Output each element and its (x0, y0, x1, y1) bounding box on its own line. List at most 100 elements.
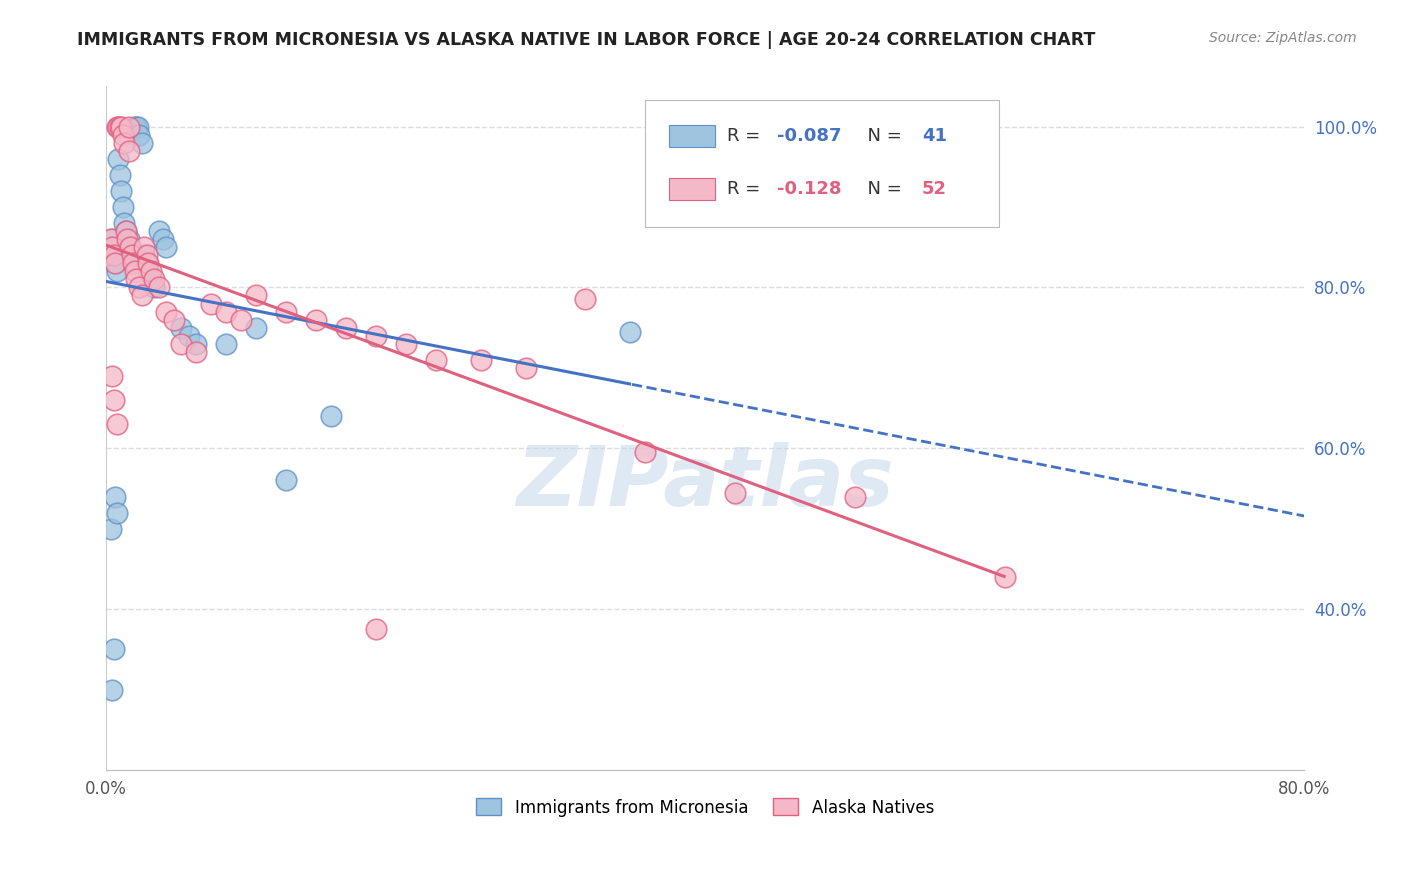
Point (200, 296, 222, 310)
Point (124, 120, 146, 134)
FancyBboxPatch shape (645, 100, 998, 227)
Point (425, 352, 447, 367)
Point (104, 256, 127, 270)
Point (120, 240, 142, 254)
Text: R =: R = (727, 180, 766, 198)
Point (101, 682, 124, 697)
Point (101, 240, 124, 254)
Text: N =: N = (856, 180, 908, 198)
Point (170, 320, 193, 334)
Point (143, 272, 166, 286)
Point (112, 216, 135, 230)
Point (110, 184, 132, 198)
Point (170, 336, 193, 351)
Point (111, 200, 134, 214)
Point (136, 256, 159, 270)
Point (724, 485, 747, 500)
Point (634, 445, 657, 459)
Point (118, 232, 141, 246)
Point (132, 248, 155, 262)
Bar (669, 178, 714, 200)
Point (125, 120, 148, 134)
Point (162, 312, 184, 326)
Text: Source: ZipAtlas.com: Source: ZipAtlas.com (1209, 31, 1357, 45)
Point (101, 368, 124, 383)
Text: ZIPatlas: ZIPatlas (516, 442, 894, 524)
Point (118, 144, 141, 158)
Point (155, 240, 177, 254)
Point (103, 240, 125, 254)
Point (515, 360, 537, 375)
Point (335, 320, 357, 334)
Point (574, 293, 596, 307)
Text: IMMIGRANTS FROM MICRONESIA VS ALASKA NATIVE IN LABOR FORCE | AGE 20-24 CORRELATI: IMMIGRANTS FROM MICRONESIA VS ALASKA NAT… (77, 31, 1095, 49)
Point (105, 264, 128, 278)
Point (364, 328, 387, 343)
Point (124, 264, 146, 278)
Point (135, 256, 157, 270)
Point (215, 336, 238, 351)
Point (122, 256, 145, 270)
Point (184, 336, 207, 351)
Point (108, 120, 131, 134)
Point (125, 272, 148, 286)
Text: -0.087: -0.087 (778, 128, 842, 145)
Point (132, 240, 155, 254)
Point (108, 168, 131, 182)
Point (100, 522, 122, 536)
Point (619, 325, 641, 339)
Point (274, 304, 297, 318)
Point (844, 490, 866, 504)
Point (364, 622, 387, 636)
Point (103, 248, 125, 262)
Bar (669, 126, 714, 147)
Point (111, 128, 134, 142)
Point (994, 570, 1017, 584)
Point (114, 224, 136, 238)
Text: R =: R = (727, 128, 766, 145)
Text: 41: 41 (922, 128, 948, 145)
Point (143, 280, 166, 294)
Point (121, 248, 143, 262)
Point (148, 280, 170, 294)
Point (245, 320, 267, 334)
Point (118, 120, 141, 134)
Point (105, 120, 128, 134)
Point (104, 490, 127, 504)
Point (128, 280, 150, 294)
Point (184, 344, 207, 359)
Point (103, 392, 125, 407)
Point (115, 232, 138, 246)
Text: -0.128: -0.128 (778, 180, 842, 198)
Point (107, 152, 129, 166)
Point (152, 232, 174, 246)
Point (104, 256, 127, 270)
Point (120, 240, 142, 254)
Point (141, 264, 163, 278)
Point (110, 120, 132, 134)
Point (319, 409, 342, 423)
Point (114, 224, 136, 238)
Point (155, 304, 177, 318)
Point (274, 474, 297, 488)
Point (148, 224, 170, 238)
Point (305, 312, 328, 326)
Point (470, 352, 492, 367)
Point (135, 248, 157, 262)
Point (131, 288, 153, 302)
Point (103, 642, 125, 657)
Point (105, 506, 128, 520)
Point (127, 120, 149, 134)
Point (112, 136, 135, 150)
Point (101, 232, 124, 246)
Point (131, 136, 153, 150)
Point (215, 304, 238, 318)
Point (107, 120, 129, 134)
Point (229, 312, 252, 326)
Point (100, 248, 122, 262)
Point (245, 288, 267, 302)
Point (395, 336, 418, 351)
Point (177, 328, 200, 343)
Point (141, 272, 163, 286)
Point (128, 128, 150, 142)
